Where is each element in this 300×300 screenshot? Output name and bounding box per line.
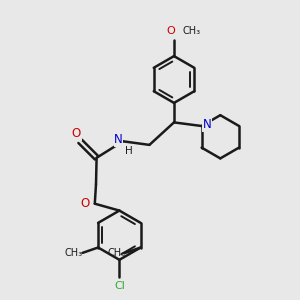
Text: N: N (202, 118, 211, 131)
Text: CH₃: CH₃ (182, 26, 200, 36)
Text: H: H (124, 146, 132, 156)
Text: N: N (114, 133, 123, 146)
Text: CH₃: CH₃ (107, 248, 125, 258)
Text: Cl: Cl (114, 281, 125, 291)
Text: O: O (81, 197, 90, 210)
Text: O: O (166, 26, 175, 36)
Text: O: O (72, 127, 81, 140)
Text: CH₃: CH₃ (64, 248, 82, 258)
